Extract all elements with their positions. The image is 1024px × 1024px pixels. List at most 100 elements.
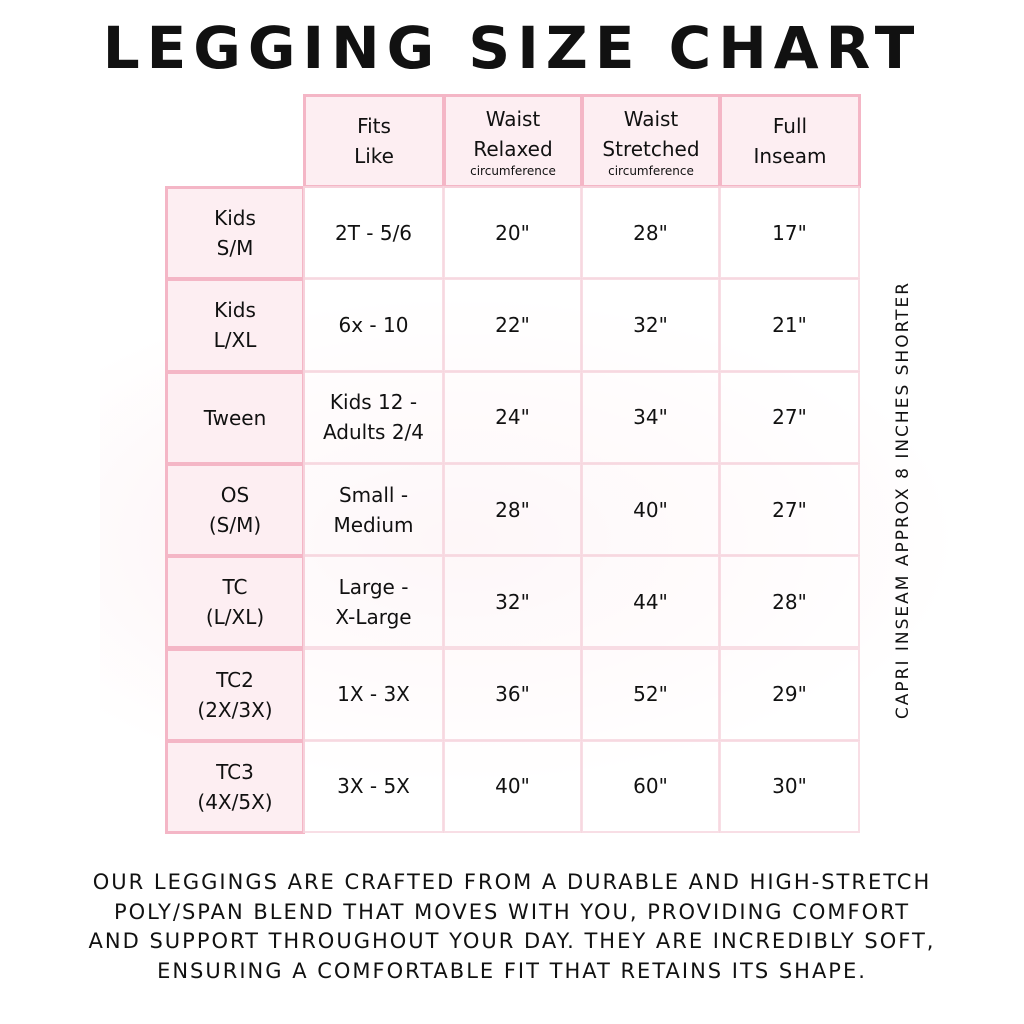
fits-like-cell: Small - Medium (303, 462, 444, 557)
cell-text: Relaxed (473, 137, 553, 161)
fits-like-cell: 3X - 5X (303, 739, 444, 834)
cell-text: 2T - 5/6 (334, 220, 413, 245)
relaxed-cell: 20" (443, 186, 582, 280)
cell-text: Waist (485, 107, 541, 131)
stretched-cell: 32" (581, 278, 720, 372)
cell-text: (2X/3X) (197, 697, 273, 722)
relaxed-cell: 36" (443, 647, 582, 741)
cell-text: 20" (495, 220, 530, 245)
cell-text: 32" (495, 589, 530, 614)
cell-text: 32" (633, 312, 668, 337)
relaxed-cell: 28" (443, 462, 582, 557)
fits-like-cell: 1X - 3X (303, 647, 444, 741)
cell-text: Like (354, 144, 394, 168)
row-header: Kids L/XL (165, 278, 305, 373)
cell-text: Medium (333, 512, 414, 537)
cell-text: Tween (203, 405, 267, 430)
inseam-cell: 27" (719, 370, 860, 464)
inseam-cell: 28" (719, 555, 860, 649)
cell-text: 60" (633, 774, 668, 799)
cell-text: 44" (633, 589, 668, 614)
description: OUR LEGGINGS ARE CRAFTED FROM A DURABLE … (0, 868, 1024, 986)
cell-text: OS (220, 483, 250, 508)
fits-like-cell: Kids 12 - Adults 2/4 (303, 370, 444, 464)
cell-text: X-Large (335, 604, 412, 629)
cell-text: 24" (495, 405, 530, 430)
cell-text: 28" (633, 220, 668, 245)
relaxed-cell: 22" (443, 278, 582, 372)
cell-text: 22" (495, 312, 530, 337)
description-line: POLY/SPAN BLEND THAT MOVES WITH YOU, PRO… (113, 899, 911, 924)
row-header: TC2 (2X/3X) (165, 647, 305, 742)
cell-text: 6x - 10 (338, 312, 409, 337)
fits-like-cell: 2T - 5/6 (303, 186, 444, 280)
cell-text: Fits (357, 114, 391, 138)
stretched-cell: 44" (581, 555, 720, 649)
page-title: LEGGING SIZE CHART (102, 14, 922, 82)
cell-text: 40" (633, 497, 668, 522)
cell-text: circumference (608, 164, 694, 178)
cell-text: 30" (772, 774, 807, 799)
cell-text: 27" (772, 497, 807, 522)
cell-text: Kids (214, 298, 256, 323)
description-line: ENSURING A COMFORTABLE FIT THAT RETAINS … (157, 958, 867, 983)
row-header: Tween (165, 370, 305, 465)
cell-text: 36" (495, 682, 530, 707)
cell-text: Kids (214, 206, 256, 231)
inseam-cell: 29" (719, 647, 860, 741)
stretched-cell: 34" (581, 370, 720, 464)
row-header: Kids S/M (165, 186, 305, 281)
fits-like-cell: Large - X-Large (303, 555, 444, 649)
relaxed-cell: 24" (443, 370, 582, 464)
column-header: Waist Stretched circumference (581, 94, 721, 188)
cell-text: 21" (772, 312, 807, 337)
cell-text: TC3 (216, 759, 254, 784)
cell-text: 40" (495, 774, 530, 799)
row-header: TC (L/XL) (165, 555, 305, 650)
stretched-cell: 60" (581, 739, 720, 834)
relaxed-cell: 40" (443, 739, 582, 834)
description-line: AND SUPPORT THROUGHOUT YOUR DAY. THEY AR… (88, 929, 936, 953)
cell-text: 34" (633, 405, 668, 430)
stretched-cell: 40" (581, 462, 720, 557)
cell-text: (4X/5X) (197, 789, 273, 814)
cell-text: Stretched (602, 137, 700, 161)
column-header: Fits Like (303, 94, 445, 188)
cell-text: L/XL (213, 328, 257, 353)
cell-text: 28" (495, 497, 530, 522)
stretched-cell: 28" (581, 186, 720, 280)
inseam-cell: 27" (719, 462, 860, 557)
cell-text: 17" (772, 220, 807, 245)
cell-text: 3X - 5X (337, 774, 410, 799)
cell-text: circumference (470, 164, 556, 178)
row-header: TC3 (4X/5X) (165, 739, 305, 835)
fits-like-cell: 6x - 10 (303, 278, 444, 372)
cell-text: Inseam (753, 144, 827, 168)
cell-text: 52" (633, 682, 668, 707)
column-header: Full Inseam (719, 94, 861, 188)
column-header: Waist Relaxed circumference (443, 94, 583, 188)
cell-text: 28" (772, 589, 807, 614)
capri-note: CAPRI INSEAM APPROX 8 INCHES SHORTER (893, 280, 913, 720)
description-line: OUR LEGGINGS ARE CRAFTED FROM A DURABLE … (92, 870, 932, 894)
cell-text: TC (222, 575, 248, 600)
stretched-cell: 52" (581, 647, 720, 741)
cell-text: Adults 2/4 (322, 420, 425, 445)
inseam-cell: 17" (719, 186, 860, 280)
cell-text: 27" (772, 405, 807, 430)
cell-text: Waist (623, 107, 679, 131)
cell-text: Small - (338, 482, 409, 507)
relaxed-cell: 32" (443, 555, 582, 649)
cell-text: S/M (216, 236, 254, 261)
row-header: OS (S/M) (165, 462, 305, 558)
cell-text: (L/XL) (205, 605, 265, 630)
cell-text: TC2 (216, 667, 254, 692)
cell-text: Large - (338, 574, 409, 599)
cell-text: 1X - 3X (337, 682, 410, 707)
cell-text: Full (772, 114, 808, 138)
inseam-cell: 30" (719, 739, 860, 834)
cell-text: (S/M) (208, 513, 262, 538)
cell-text: Kids 12 - (329, 390, 418, 415)
cell-text: 29" (772, 682, 807, 707)
inseam-cell: 21" (719, 278, 860, 372)
